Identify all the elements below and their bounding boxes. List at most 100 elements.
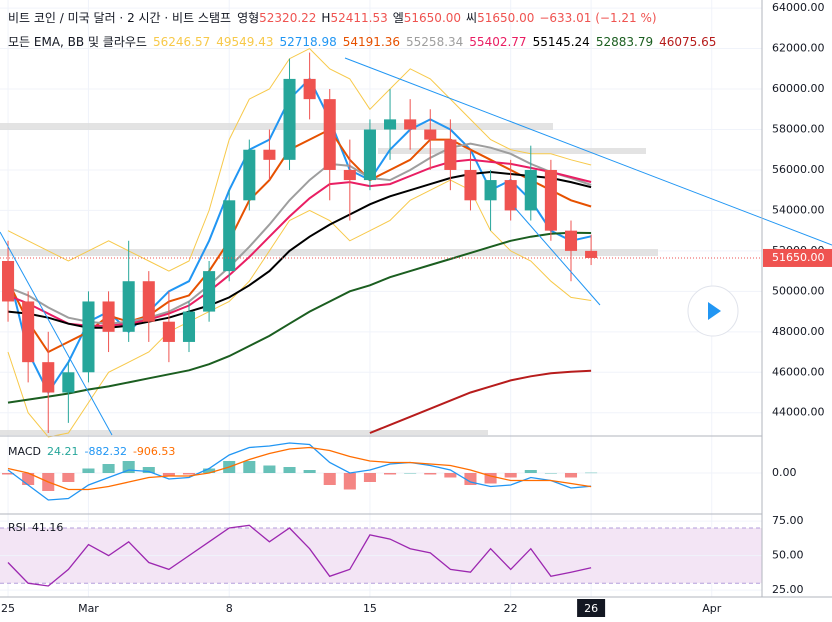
line xyxy=(7,179,592,438)
line xyxy=(7,446,592,491)
histogram-bar xyxy=(82,468,95,473)
indicator-legend: 모든 EMA, BB 및 클라우드 56246.57 49549.43 52718.9… xyxy=(8,35,716,49)
pane-title: MACD xyxy=(8,445,41,458)
candle-body xyxy=(102,301,115,332)
histogram-bar xyxy=(484,473,497,484)
candle-body xyxy=(564,230,578,251)
line xyxy=(7,47,592,272)
last-price-box xyxy=(763,248,832,267)
histogram-bar xyxy=(243,461,256,473)
line xyxy=(7,442,592,501)
y-tick-label: 60000.00 xyxy=(772,82,825,95)
y-tick-label: 25.00 xyxy=(772,583,804,596)
candle-body xyxy=(283,78,296,160)
histogram-bar xyxy=(343,473,356,490)
line xyxy=(7,524,592,587)
change: −633.01 (−1.21 %) xyxy=(539,11,656,25)
x-tick-label: 22 xyxy=(504,602,518,615)
histogram-bar xyxy=(283,467,296,473)
histogram-bar xyxy=(303,470,316,473)
trendlines xyxy=(0,57,832,436)
play-button[interactable] xyxy=(687,285,739,337)
candle-body xyxy=(122,281,135,332)
candle-body xyxy=(2,261,15,302)
candle-body xyxy=(544,169,557,231)
histogram-bar xyxy=(2,473,15,475)
candle-body xyxy=(444,139,457,170)
histogram-bar xyxy=(444,473,457,478)
trendline xyxy=(0,231,113,436)
y-tick-label: 50000.00 xyxy=(772,284,825,297)
x-tick-label: Mar xyxy=(78,602,99,615)
y-tick-label: 46000.00 xyxy=(772,365,825,378)
histogram-bar xyxy=(544,473,557,474)
line xyxy=(369,369,592,434)
legend-value: 46075.65 xyxy=(659,35,716,49)
histogram-bar xyxy=(182,473,196,475)
legend-value: 49549.43 xyxy=(216,35,273,49)
histogram-bar xyxy=(62,473,75,482)
histogram-bar xyxy=(404,473,417,474)
legend-value: 55402.77 xyxy=(469,35,526,49)
legend-value: 56246.57 xyxy=(153,35,210,49)
line xyxy=(7,231,592,404)
candle-body xyxy=(182,311,196,342)
histogram-bar xyxy=(384,473,397,475)
candle-body xyxy=(82,301,95,373)
y-tick-label: 75.00 xyxy=(772,514,804,527)
histogram-bar xyxy=(564,473,578,478)
trendline xyxy=(344,57,832,246)
candle-body xyxy=(343,169,356,181)
ohlc-key: 영형 xyxy=(237,11,259,25)
histogram-bar xyxy=(102,464,115,473)
plot xyxy=(0,47,762,587)
candle-body xyxy=(424,129,437,140)
zone xyxy=(378,148,646,154)
candle-body xyxy=(243,149,256,201)
y-tick-label: 54000.00 xyxy=(772,203,825,216)
candle-body xyxy=(303,78,316,100)
x-tick-label: 25 xyxy=(1,602,15,615)
candle-body xyxy=(464,169,477,201)
candle-body xyxy=(22,301,35,363)
candle-body xyxy=(142,281,155,322)
y-tick-label: 64000.00 xyxy=(772,1,825,14)
x-tick-label: Apr xyxy=(702,602,722,615)
legend-value: 52718.98 xyxy=(280,35,337,49)
candle-body xyxy=(504,180,517,211)
macd-legend: MACD 24.21 -882.32 -906.53 xyxy=(8,445,175,458)
candle-body xyxy=(404,119,417,130)
ohlc-value: 52411.53 xyxy=(330,11,387,25)
header: 비트 코인 / 미국 달러 · 2 시간 · 비트 스탬프 영형52320.22 H… xyxy=(8,11,657,25)
zone xyxy=(0,430,488,435)
candle-body xyxy=(323,99,336,170)
y-tick-label: 56000.00 xyxy=(772,163,825,176)
legend-value: -882.32 xyxy=(84,445,126,458)
histogram-bar xyxy=(504,473,517,478)
play-icon[interactable] xyxy=(708,302,721,320)
candle-body xyxy=(203,271,216,312)
x-tick-highlight xyxy=(577,599,606,617)
candle-body xyxy=(585,250,598,258)
x-tick-label: 8 xyxy=(226,602,233,615)
histogram-bar xyxy=(363,473,376,482)
ohlc-key: 씨 xyxy=(466,11,477,25)
y-tick-label: 48000.00 xyxy=(772,325,825,338)
legend-value: -906.53 xyxy=(133,445,175,458)
histogram-bar xyxy=(323,473,336,485)
y-tick-label: 62000.00 xyxy=(772,42,825,55)
histogram-bar xyxy=(142,467,155,473)
y-tick-label: 50.00 xyxy=(772,549,804,562)
trendline xyxy=(514,207,601,306)
legend-value: 55258.34 xyxy=(406,35,463,49)
histogram-bar xyxy=(524,470,537,473)
rsi-legend: RSI 41.16 xyxy=(8,521,63,534)
candle-body xyxy=(42,362,55,393)
legend-value: 24.21 xyxy=(47,445,79,458)
legend-value: 52883.79 xyxy=(596,35,653,49)
legend-value: 54191.36 xyxy=(343,35,400,49)
indicator-label: 모든 EMA, BB 및 클라우드 xyxy=(8,35,147,49)
legend-value: 41.16 xyxy=(32,521,64,534)
